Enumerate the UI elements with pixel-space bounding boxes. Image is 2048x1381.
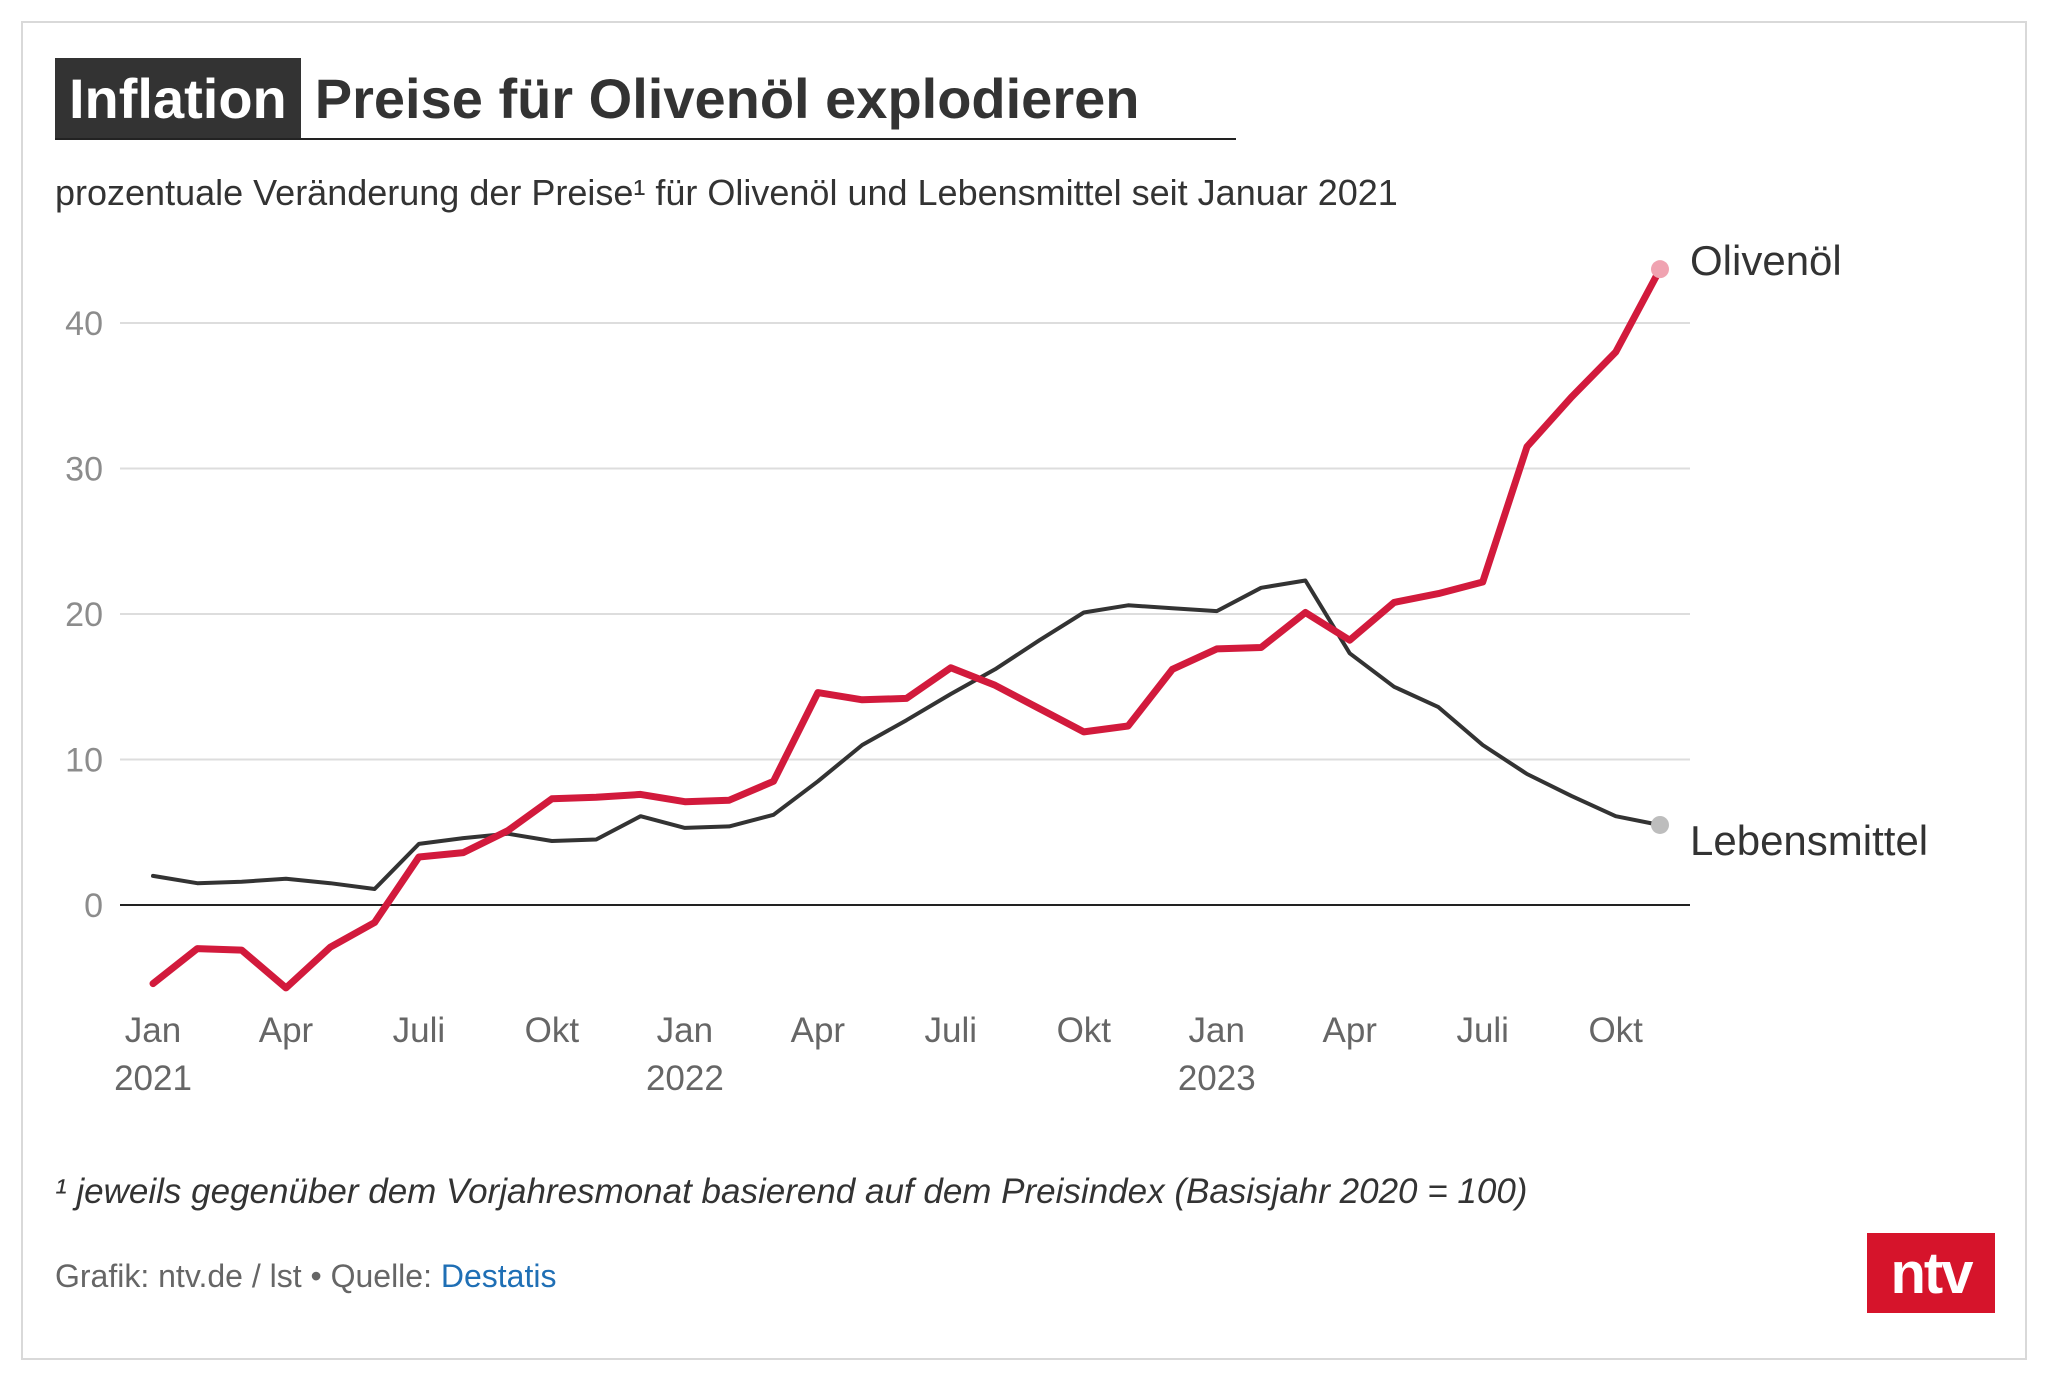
source-link-destatis[interactable]: Destatis	[440, 1258, 557, 1294]
series-layer	[149, 260, 1669, 992]
y-tick-label: 10	[65, 742, 103, 780]
x-tick-year: 2023	[1178, 1059, 1256, 1098]
end-point-olivenoel	[1651, 260, 1669, 279]
x-tick-label: Apr	[259, 1011, 314, 1050]
end-point-lebensmittel	[1651, 815, 1669, 834]
series-line-olivenoel	[149, 265, 1664, 992]
end-label-lebensmittel: Lebensmittel	[1690, 817, 1928, 864]
x-tick-label: Jan	[657, 1011, 713, 1050]
x-tick-year: 2021	[114, 1059, 192, 1098]
x-tick-label: Jan	[1189, 1011, 1245, 1050]
y-tick-label: 40	[65, 305, 103, 343]
y-tick-label: 20	[65, 596, 103, 634]
x-tick-label: Okt	[525, 1011, 580, 1050]
kicker-label: Inflation	[55, 58, 301, 138]
y-tick-label: 30	[65, 451, 103, 489]
x-tick-label: Okt	[1588, 1011, 1643, 1050]
x-tick-label: Juli	[393, 1011, 446, 1050]
axis-labels: 0 10 20 30 40 Jan 2021 Apr Juli Okt Jan 2022 Apr Juli…	[65, 305, 1643, 1098]
title-row: Inflation Preise für Olivenöl explodiere…	[55, 58, 1236, 140]
x-tick-label: Okt	[1057, 1011, 1112, 1050]
x-tick-label: Juli	[925, 1011, 978, 1050]
x-tick-label: Juli	[1456, 1011, 1509, 1050]
grid-layer	[120, 322, 1690, 906]
end-labels: Olivenöl Lebensmittel	[1690, 237, 1928, 864]
source-prefix: Grafik: ntv.de / lst • Quelle:	[55, 1258, 441, 1294]
chart-card	[21, 21, 2027, 1360]
subtitle: prozentuale Veränderung der Preise¹ für …	[55, 172, 1398, 213]
x-tick-year: 2022	[646, 1059, 724, 1098]
end-label-olivenoel: Olivenöl	[1690, 237, 1842, 284]
ntv-logo: ntv	[1867, 1233, 1995, 1313]
x-tick-label: Apr	[1323, 1011, 1378, 1050]
y-tick-label: 0	[84, 887, 103, 925]
x-tick-label: Apr	[791, 1011, 846, 1050]
source-line: Grafik: ntv.de / lst • Quelle: Destatis	[55, 1258, 556, 1295]
footnote: ¹ jeweils gegenüber dem Vorjahresmonat b…	[55, 1172, 1528, 1211]
x-tick-label: Jan	[125, 1011, 181, 1050]
series-line-lebensmittel	[151, 578, 1662, 891]
headline: Preise für Olivenöl explodieren	[314, 66, 1140, 130]
